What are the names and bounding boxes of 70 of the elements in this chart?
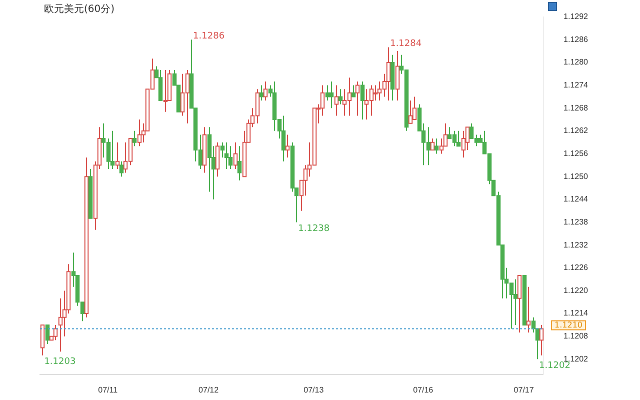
candlestick [163, 70, 168, 112]
candlestick [351, 84, 356, 98]
candlestick [259, 84, 264, 101]
candlestick [228, 146, 233, 170]
candlestick [434, 138, 439, 154]
y-tick-label: 1.1274 [564, 80, 589, 90]
candlestick [137, 119, 142, 147]
candlestick [110, 130, 115, 170]
chart-title: 欧元美元(60分) [44, 2, 115, 16]
x-tick-label: 07/12 [198, 385, 220, 394]
candlestick [408, 100, 413, 124]
candlestick [395, 50, 400, 101]
y-tick-label: 1.1220 [564, 286, 589, 295]
annotation: 1.1284 [390, 39, 422, 50]
y-tick-label: 1.1226 [564, 263, 589, 272]
candlestick [115, 142, 120, 170]
candlestick [281, 115, 286, 162]
ref-line-label: 1.1210 [554, 320, 583, 330]
candlestick [334, 84, 339, 116]
candlestick [390, 54, 395, 101]
x-tick-label: 07/11 [98, 385, 118, 394]
candlestick [513, 278, 518, 326]
y-tick-label: 1.1208 [564, 332, 589, 341]
candlestick [539, 324, 544, 356]
candlestick [132, 130, 137, 147]
y-tick-label: 1.1268 [564, 103, 589, 112]
annotation: 1.1286 [193, 31, 225, 42]
y-tick-label: 1.1244 [564, 194, 589, 204]
y-tick-label: 1.1214 [564, 308, 589, 318]
y-tick-label: 1.1256 [564, 148, 589, 158]
x-tick-label: 07/16 [413, 385, 434, 394]
candlestick [355, 80, 360, 116]
candlestick [263, 80, 268, 101]
candlestick [45, 324, 50, 344]
candlestick [456, 130, 461, 147]
candlestick [237, 146, 242, 181]
y-tick-label: 1.1238 [564, 217, 589, 226]
candlestick [517, 274, 522, 334]
candlestick [360, 80, 365, 120]
y-tick-label: 1.1292 [564, 12, 589, 22]
candlestick [233, 142, 238, 170]
candlestick [224, 142, 229, 170]
candlestick [215, 142, 220, 178]
x-tick-label: 07/13 [304, 385, 324, 394]
candlestick [439, 138, 444, 154]
y-tick-label: 1.1250 [564, 172, 589, 181]
candlestick [461, 130, 466, 158]
x-tick-label: 07/17 [514, 385, 534, 394]
y-tick-label: 1.1232 [564, 240, 589, 250]
annotation: 1.1203 [44, 357, 76, 368]
candlestick [526, 286, 531, 334]
candlestick [430, 138, 435, 150]
candlestick [84, 157, 89, 318]
candlestick [325, 84, 330, 101]
candlestick [158, 70, 163, 101]
y-tick-label: 1.1202 [564, 354, 589, 364]
annotation: 1.1238 [298, 224, 330, 234]
candlestick [386, 46, 391, 101]
candlestick [329, 80, 334, 109]
candlestick [88, 168, 93, 219]
y-tick-label: 1.1280 [564, 58, 589, 67]
candlestick [202, 126, 207, 174]
y-tick-label: 1.1262 [564, 126, 589, 136]
y-tick-label: 1.1286 [564, 34, 589, 44]
annotation: 1.1202 [538, 361, 570, 372]
candlestick [285, 134, 290, 158]
candlestick [373, 84, 378, 101]
candlestick [40, 324, 45, 356]
candlestick [412, 96, 417, 120]
candlestick [338, 88, 343, 105]
